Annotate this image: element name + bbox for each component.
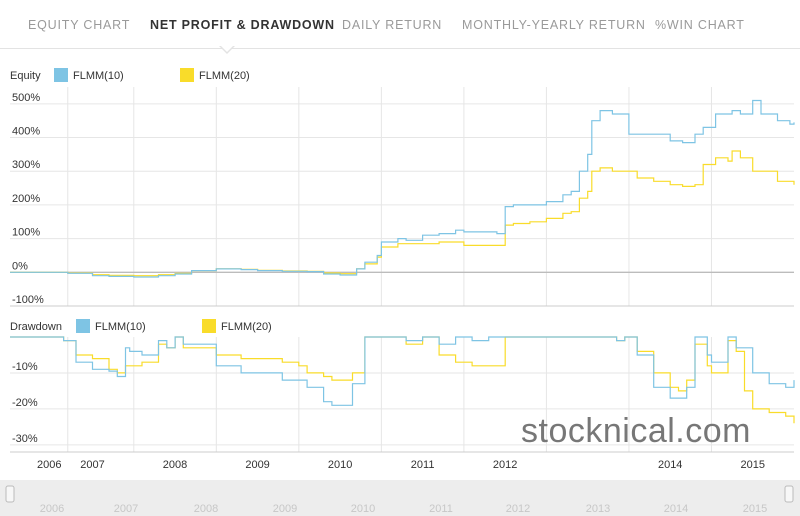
x-tick-label: 2012 [493, 459, 517, 471]
equity-ytick-label: 400% [12, 126, 40, 138]
tab-win-chart[interactable]: %WIN CHART [655, 18, 745, 32]
navigator-year-label: 2014 [664, 503, 688, 515]
navigator-year-label: 2006 [40, 503, 64, 515]
navigator-year-label: 2012 [506, 503, 530, 515]
x-tick-label: 2007 [80, 459, 104, 471]
equity-ytick-label: 500% [12, 92, 40, 104]
equity-ytick-label: 200% [12, 193, 40, 205]
navigator-year-label: 2007 [114, 503, 138, 515]
equity-ytick-label: -100% [12, 294, 44, 306]
x-tick-label: 2015 [740, 459, 764, 471]
tab-net-profit-drawdown[interactable]: NET PROFIT & DRAWDOWN [150, 18, 335, 32]
x-tick-label: 2009 [245, 459, 269, 471]
navigator-year-label: 2013 [586, 503, 610, 515]
drawdown-ytick-label: -30% [12, 433, 38, 445]
drawdown-title: Drawdown [10, 321, 62, 333]
drawdown-legend-label-2: FLMM(20) [221, 321, 272, 333]
navigator-background [0, 480, 800, 516]
equity-title: Equity [10, 70, 41, 82]
drawdown-legend-swatch-2 [202, 319, 216, 333]
navigator-handle-left[interactable] [5, 485, 15, 503]
navigator-year-label: 2010 [351, 503, 375, 515]
drawdown-legend-swatch-1 [76, 319, 90, 333]
tab-equity-chart[interactable]: EQUITY CHART [28, 18, 131, 32]
drawdown-series-line-2 [10, 336, 795, 424]
equity-series-line-2 [10, 150, 795, 277]
navigator-year-label: 2011 [429, 503, 453, 515]
drawdown-ytick-label: -20% [12, 397, 38, 409]
drawdown-series-line-1 [10, 336, 795, 406]
tab-daily-return[interactable]: DAILY RETURN [342, 18, 443, 32]
navigator-year-label: 2015 [743, 503, 767, 515]
equity-legend-label-1: FLMM(10) [73, 70, 124, 82]
tab-monthly-yearly-return[interactable]: MONTHLY-YEARLY RETURN [462, 18, 646, 32]
equity-legend-label-2: FLMM(20) [199, 70, 250, 82]
x-tick-label: 2010 [328, 459, 352, 471]
equity-legend-swatch-2 [180, 68, 194, 82]
watermark: stocknical.com [521, 412, 751, 450]
x-tick-label: 2011 [411, 459, 435, 471]
navigator-year-label: 2008 [194, 503, 218, 515]
x-tick-label: 2006 [37, 459, 61, 471]
x-tick-label: 2008 [163, 459, 187, 471]
drawdown-legend-label-1: FLMM(10) [95, 321, 146, 333]
chart-tab-bar: EQUITY CHART NET PROFIT & DRAWDOWN DAILY… [0, 0, 800, 54]
drawdown-ytick-label: -10% [12, 361, 38, 373]
x-tick-label: 2014 [658, 459, 682, 471]
equity-ytick-label: 0% [12, 260, 28, 272]
equity-legend-swatch-1 [54, 68, 68, 82]
equity-ytick-label: 100% [12, 227, 40, 239]
active-tab-indicator [219, 45, 235, 54]
equity-series-line-1 [10, 99, 795, 278]
equity-ytick-label: 300% [12, 159, 40, 171]
navigator-handle-right[interactable] [784, 485, 794, 503]
navigator-year-label: 2009 [273, 503, 297, 515]
